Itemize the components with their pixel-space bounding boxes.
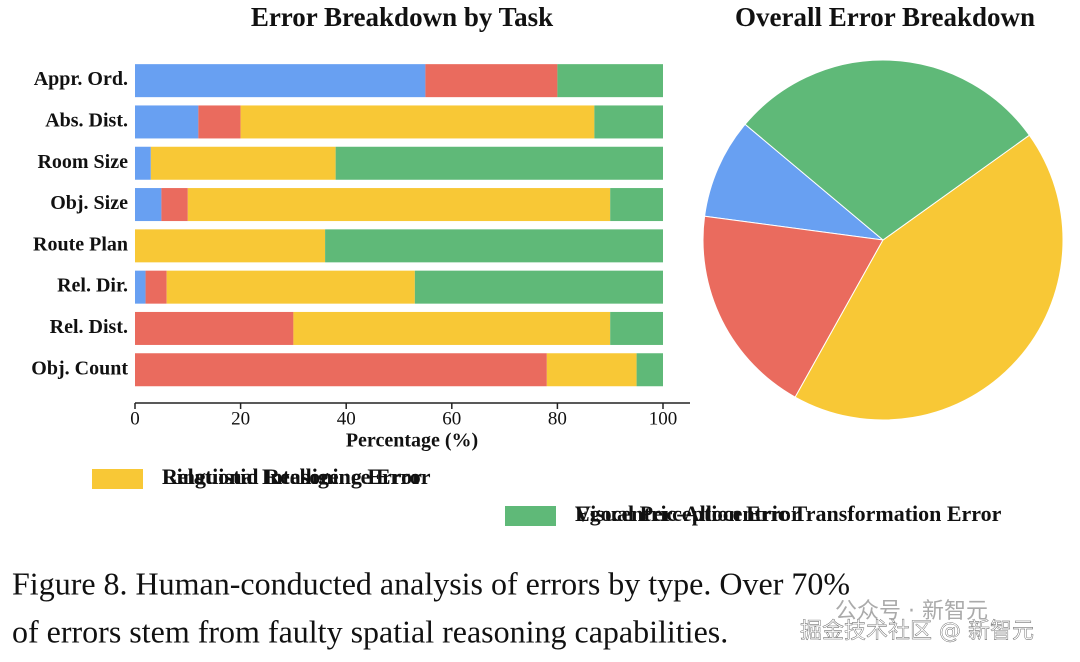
caption-line: of errors stem from faulty spatial reaso…: [12, 613, 728, 649]
y-tick-label: Appr. Ord.: [34, 68, 128, 90]
bar-segment: [187, 188, 611, 222]
bar-segment: [135, 64, 426, 98]
bar-segment: [135, 188, 162, 222]
x-tick-label: 20: [231, 408, 250, 429]
bar-segment: [145, 270, 167, 304]
legend-label: Egocentric-Allocentric Transformation Er…: [575, 501, 1002, 526]
x-axis-label: Percentage (%): [346, 430, 478, 452]
pie-slice: [794, 134, 1064, 421]
bar-segment: [557, 64, 663, 98]
bar-segment: [414, 270, 663, 304]
bar-segment: [594, 105, 663, 139]
legend-swatch: [92, 469, 143, 489]
bar-segment: [610, 188, 663, 222]
bar-segment: [610, 311, 663, 345]
bar-segment: [150, 146, 336, 180]
legend-label: Relational Reasoning Error: [162, 464, 422, 489]
x-tick-label: 80: [548, 408, 567, 429]
watermark: 掘金技术社区 @ 新智元: [800, 619, 1034, 644]
bar-segment: [135, 311, 294, 345]
y-tick-label: Obj. Count: [31, 357, 128, 379]
bar-segment: [135, 105, 199, 139]
pie-slice: [704, 123, 885, 241]
bar-segment: [546, 353, 637, 387]
legend-label: Visual Perception Error: [575, 501, 801, 526]
y-tick-label: Abs. Dist.: [45, 110, 128, 132]
x-tick-label: 60: [442, 408, 461, 429]
bar-segment: [325, 229, 663, 263]
y-tick-label: Rel. Dir.: [57, 275, 128, 297]
watermark: 公众号 · 新智元: [835, 599, 988, 624]
y-tick-label: Room Size: [37, 151, 128, 173]
x-tick-label: 100: [649, 408, 678, 429]
bar-segment: [166, 270, 415, 304]
y-tick-label: Obj. Size: [50, 192, 128, 214]
bar-segment: [335, 146, 663, 180]
y-tick-label: Route Plan: [33, 233, 128, 255]
bar-segment: [240, 105, 595, 139]
caption-line: Figure 8. Human-conducted analysis of er…: [12, 565, 850, 601]
y-tick-label: Rel. Dist.: [50, 316, 128, 338]
legend-swatch: [505, 506, 556, 526]
pie-slice: [702, 215, 884, 398]
bar-segment: [198, 105, 241, 139]
legend-label: Linguistic Intelligence Error: [162, 464, 431, 489]
bar-segment: [161, 188, 188, 222]
bar-segment: [135, 229, 326, 263]
bar-segment: [135, 270, 146, 304]
bar-segment: [293, 311, 611, 345]
pie-slice: [744, 59, 1031, 241]
bar-segment: [636, 353, 663, 387]
x-tick-label: 0: [130, 408, 140, 429]
bar-segment: [135, 146, 151, 180]
x-tick-label: 40: [337, 408, 356, 429]
pie-title: Overall Error Breakdown: [735, 2, 1035, 32]
bar-segment: [135, 353, 547, 387]
bar-segment: [425, 64, 558, 98]
bar-title: Error Breakdown by Task: [251, 2, 553, 32]
